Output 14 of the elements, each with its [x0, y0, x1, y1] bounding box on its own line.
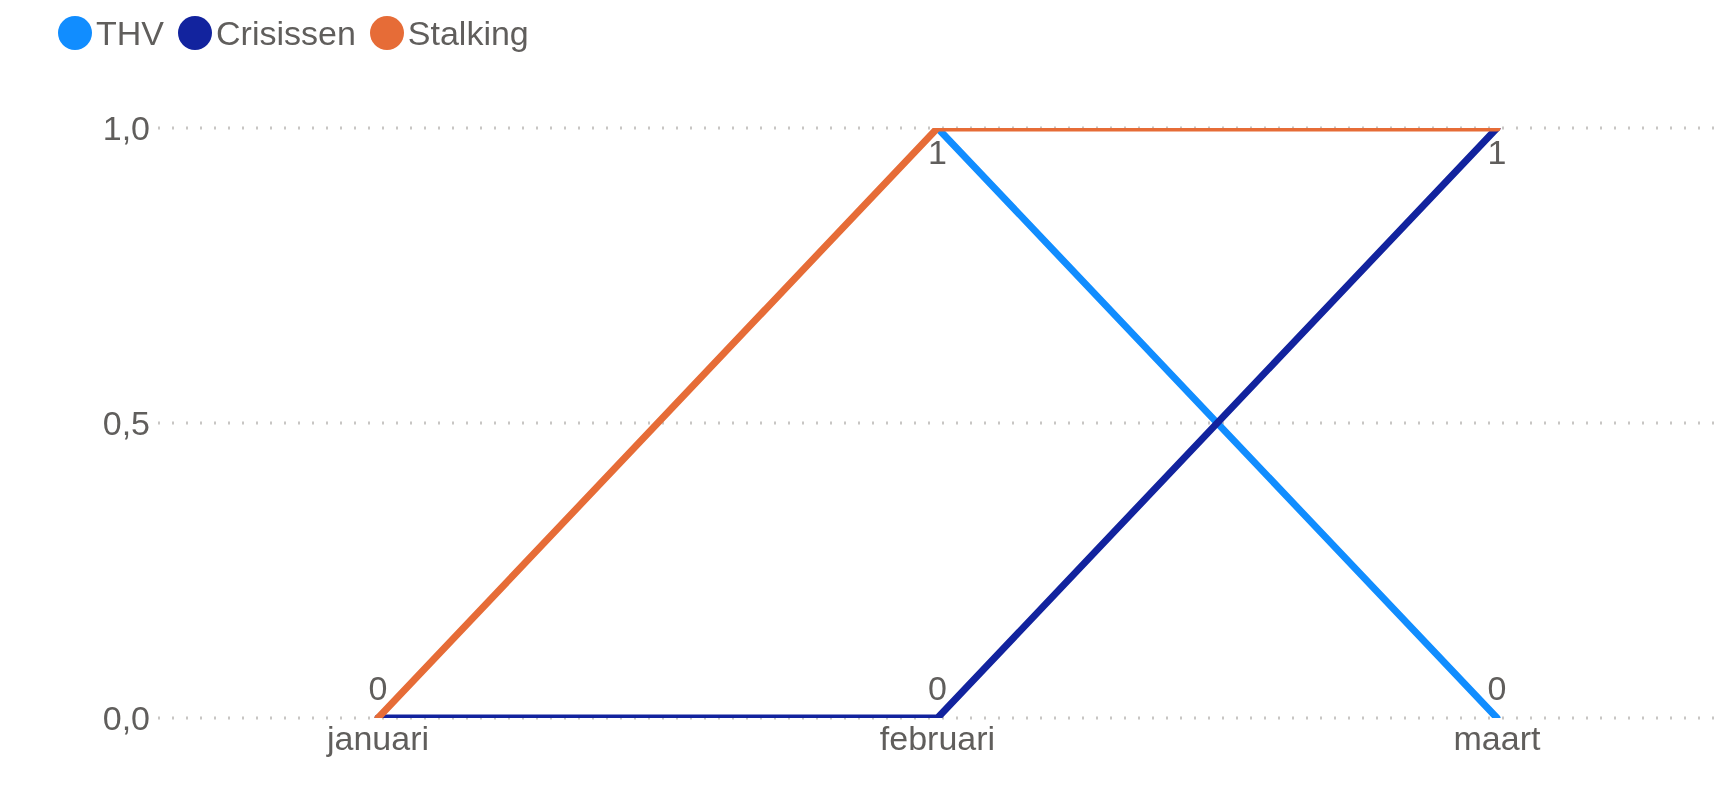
legend-label: Crisissen	[215, 13, 356, 53]
data-label: 0	[368, 669, 388, 707]
data-label: 1	[1487, 133, 1507, 171]
x-tick-label: februari	[879, 719, 996, 758]
y-tick-label: 0,5	[102, 404, 150, 443]
x-tick-label: januari	[325, 719, 430, 758]
legend-label: Stalking	[406, 13, 529, 53]
legend-label: THV	[95, 13, 164, 53]
data-label: 0	[1487, 669, 1507, 707]
x-tick-label: maart	[1453, 719, 1541, 758]
y-tick-label: 1,0	[102, 109, 150, 148]
data-label: 0	[928, 669, 947, 707]
data-label: 1	[928, 133, 947, 171]
y-tick-label: 0,0	[102, 699, 150, 738]
